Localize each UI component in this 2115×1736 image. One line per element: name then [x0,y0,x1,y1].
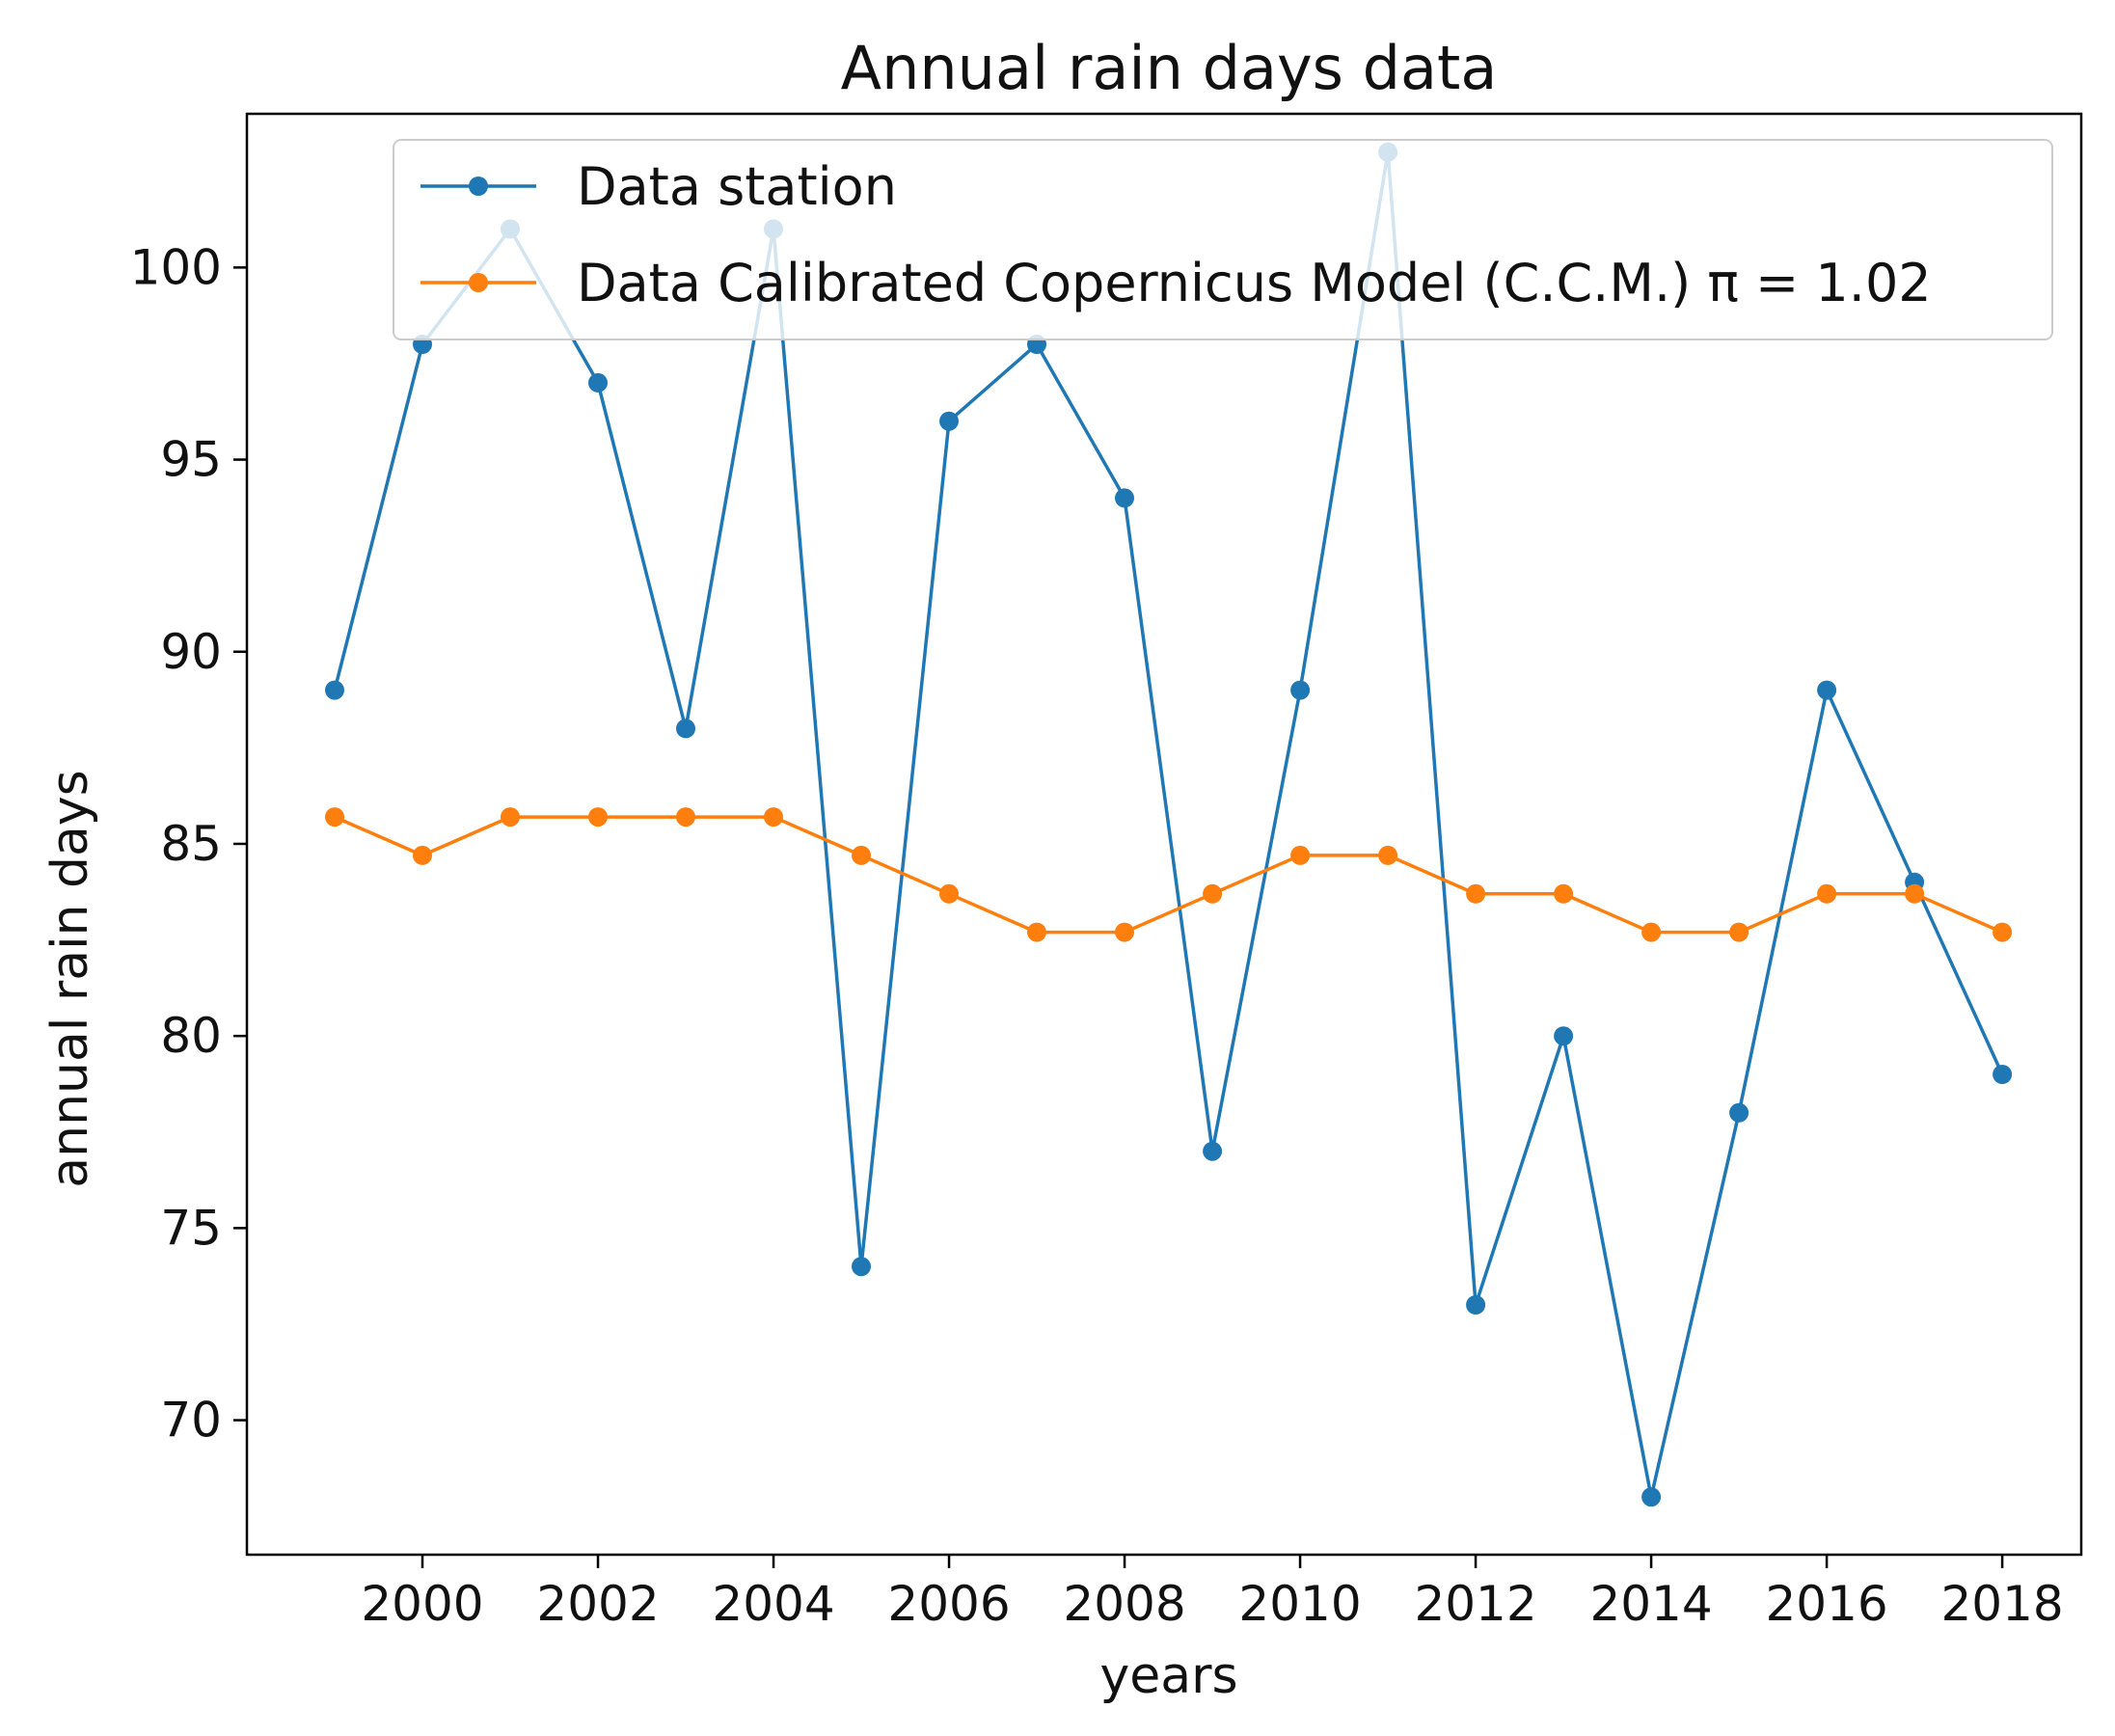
series-2-point [1466,883,1486,904]
y-tick-label: 85 [160,816,222,872]
series-1-point [1729,1102,1749,1123]
chart-title: Annual rain days data [841,33,1498,103]
series-2-point [764,807,783,827]
series-2-point [1993,922,2013,942]
legend-label: Data station [577,156,897,217]
series-1-point [676,719,695,739]
series-2-point [1554,883,1574,904]
series-2-point [1905,883,1925,904]
series-2-point [1729,922,1749,942]
x-tick-label: 2008 [1063,1576,1185,1632]
x-axis-label: years [1099,1647,1237,1705]
series-2-point [1203,883,1223,904]
series-1-point [1290,680,1311,700]
y-tick-label: 70 [160,1393,222,1449]
series-2-point [588,807,608,827]
y-tick-label: 80 [160,1008,222,1064]
series-1-point [1993,1065,2013,1084]
series-2-point [676,807,695,827]
series-1-point [939,411,959,431]
series-line-2 [334,815,2003,935]
series-2-point [939,883,959,904]
x-tick-label: 2002 [536,1576,659,1632]
series-2-point [1378,845,1398,865]
series-line-1 [333,150,2004,1499]
axes: 2000 2002 2004 2006 2008 2010 2012 2014 2016 2018… [130,112,2083,1632]
series-2-point [852,845,871,865]
series-1-point [1817,680,1837,700]
series-1-point [588,372,608,393]
x-tick-label: 2016 [1765,1576,1887,1632]
plot-area [325,142,2013,1507]
x-tick-label: 2018 [1940,1576,2063,1632]
x-tick-label: 2004 [712,1576,834,1632]
series-1-point [852,1257,871,1277]
y-axis-label: annual rain days [41,770,99,1188]
x-tick-label: 2014 [1589,1576,1712,1632]
series-1-point [1466,1295,1486,1315]
y-tick-label: 90 [160,624,222,680]
series-2-point [1115,922,1134,942]
series-2-point [1290,845,1311,865]
series-2-point [1641,922,1662,942]
series-2-point [501,807,520,827]
series-2-point [1817,883,1837,904]
x-tick-label: 2006 [887,1576,1010,1632]
x-tick-label: 2010 [1238,1576,1361,1632]
series-2-point [413,845,432,865]
series-1-point [1641,1487,1662,1507]
legend: Data station Data Calibrated Copernicus M… [393,139,2053,340]
legend-swatch-marker [469,273,488,292]
legend-label: Data Calibrated Copernicus Model (C.C.M.… [577,253,1932,313]
y-tick-label: 95 [160,432,222,488]
legend-frame [393,139,2053,340]
series-2-point [1027,922,1046,942]
series-1-point [325,680,344,700]
x-tick-label: 2000 [361,1576,483,1632]
y-tick-label: 75 [160,1200,222,1256]
series-1-point [1203,1141,1223,1161]
y-tick-label: 100 [130,239,222,295]
x-tick-label: 2012 [1414,1576,1536,1632]
series-1-point [1554,1026,1574,1046]
plot-frame [245,112,2083,1557]
series-1-point [1115,488,1134,508]
legend-swatch-marker [469,176,488,196]
series-2-point [325,807,344,827]
